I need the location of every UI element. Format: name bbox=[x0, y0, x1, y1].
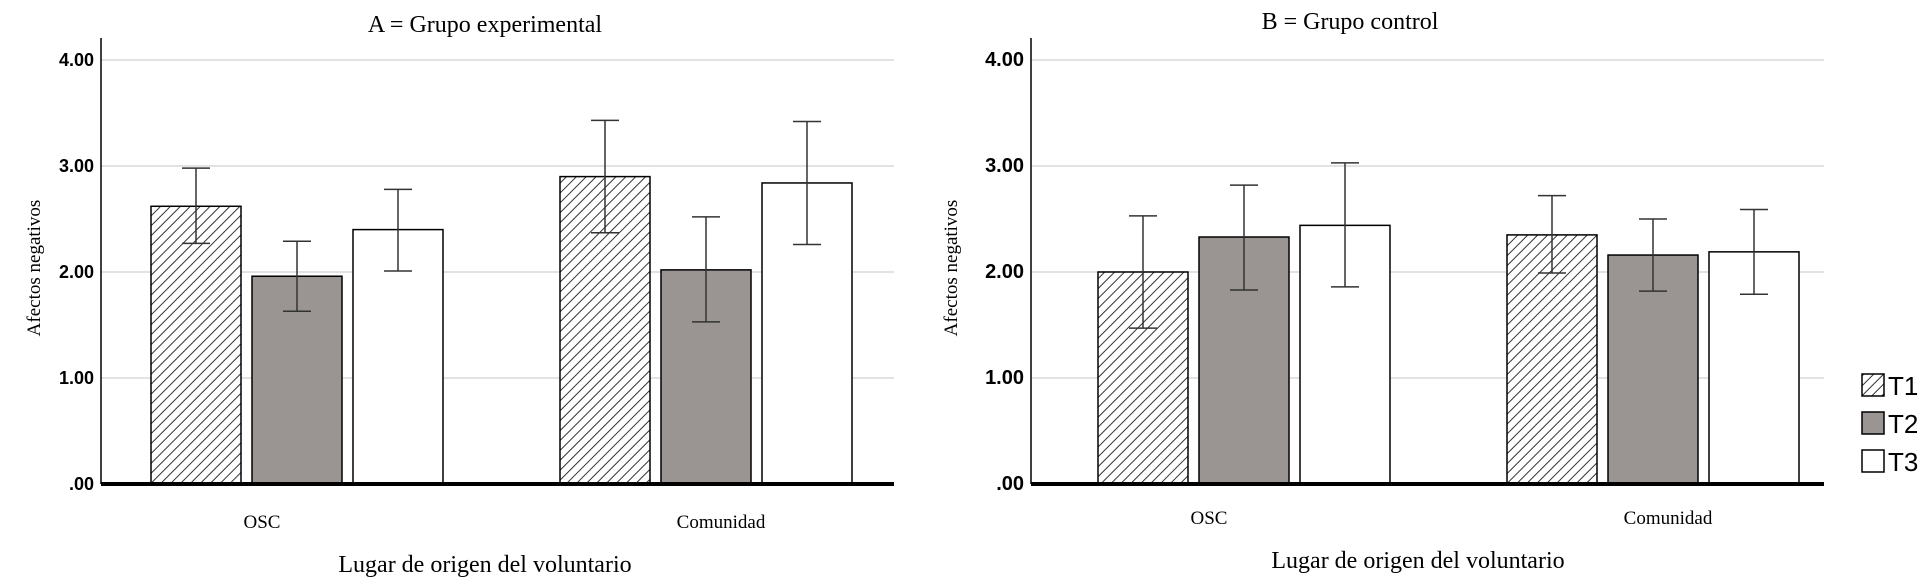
legend-label: T1 bbox=[1888, 371, 1918, 401]
y-tick-label: 2.00 bbox=[985, 261, 1024, 283]
chart-panel-a: A = Grupo experimental Afectos negativos… bbox=[24, 12, 894, 578]
y-tick-label: 3.00 bbox=[985, 155, 1024, 177]
legend-swatch bbox=[1861, 373, 1885, 397]
y-tick-label: 4.00 bbox=[59, 50, 94, 70]
y-tick-label: 1.00 bbox=[985, 367, 1024, 389]
x-axis-label: Lugar de origen del voluntario bbox=[1271, 548, 1564, 574]
y-tick-label: 2.00 bbox=[59, 262, 94, 282]
legend-swatch bbox=[1861, 449, 1885, 473]
plot-area: .00 1.00 2.00 3.00 4.00 OSC Comunidad bbox=[59, 38, 894, 533]
legend-swatch bbox=[1861, 411, 1885, 435]
legend-item-t1: T1 bbox=[1861, 371, 1918, 401]
legend-label: T3 bbox=[1888, 447, 1918, 477]
x-axis-label: Lugar de origen del voluntario bbox=[338, 552, 631, 578]
y-tick-label: 4.00 bbox=[985, 49, 1024, 71]
bar-t2 bbox=[1607, 254, 1699, 485]
y-tick-label: .00 bbox=[996, 473, 1024, 495]
plot-area: .00 1.00 2.00 3.00 4.00 OSC Comunidad bbox=[985, 38, 1824, 529]
chart-title: A = Grupo experimental bbox=[368, 12, 602, 38]
y-tick-label: 3.00 bbox=[59, 156, 94, 176]
x-tick-label: OSC bbox=[244, 512, 281, 533]
bar-t3 bbox=[352, 228, 444, 485]
legend-item-t2: T2 bbox=[1861, 409, 1918, 439]
y-tick-label: 1.00 bbox=[59, 368, 94, 388]
y-axis-label: Afectos negativos bbox=[941, 200, 962, 337]
y-tick-label: .00 bbox=[69, 474, 94, 494]
bar-t1 bbox=[150, 205, 242, 485]
legend: T1 T2 T3 bbox=[1861, 371, 1918, 477]
y-axis-label: Afectos negativos bbox=[24, 200, 45, 337]
x-tick-label: Comunidad bbox=[677, 512, 766, 533]
chart-title: B = Grupo control bbox=[1262, 9, 1439, 35]
x-tick-label: Comunidad bbox=[1624, 508, 1713, 529]
x-tick-label: OSC bbox=[1191, 508, 1228, 529]
legend-item-t3: T3 bbox=[1861, 447, 1918, 477]
chart-panel-b: B = Grupo control Afectos negativos Luga… bbox=[941, 9, 1824, 574]
legend-label: T2 bbox=[1888, 409, 1918, 439]
